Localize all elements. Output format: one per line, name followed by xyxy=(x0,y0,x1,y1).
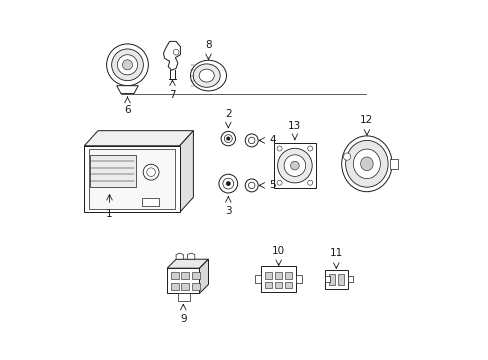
Polygon shape xyxy=(254,275,261,283)
FancyBboxPatch shape xyxy=(192,283,200,290)
Polygon shape xyxy=(117,86,138,94)
FancyBboxPatch shape xyxy=(142,198,159,206)
Polygon shape xyxy=(163,41,180,70)
Text: 4: 4 xyxy=(268,135,275,145)
Text: 6: 6 xyxy=(124,105,131,116)
Circle shape xyxy=(226,137,230,140)
Ellipse shape xyxy=(199,69,214,82)
Text: 8: 8 xyxy=(205,40,211,50)
Text: 10: 10 xyxy=(272,246,285,256)
FancyBboxPatch shape xyxy=(264,272,272,279)
Ellipse shape xyxy=(360,157,372,171)
FancyBboxPatch shape xyxy=(181,272,189,279)
FancyBboxPatch shape xyxy=(285,282,292,288)
Circle shape xyxy=(284,155,305,176)
FancyBboxPatch shape xyxy=(275,282,282,288)
FancyBboxPatch shape xyxy=(181,283,189,290)
FancyBboxPatch shape xyxy=(347,276,352,282)
Ellipse shape xyxy=(190,60,226,91)
Circle shape xyxy=(277,180,282,185)
Circle shape xyxy=(219,174,237,193)
Circle shape xyxy=(244,134,258,147)
Circle shape xyxy=(143,164,159,180)
Polygon shape xyxy=(176,253,183,259)
FancyBboxPatch shape xyxy=(389,159,397,169)
Text: 9: 9 xyxy=(180,314,186,324)
Text: 12: 12 xyxy=(360,115,373,125)
Text: 11: 11 xyxy=(329,248,342,258)
Circle shape xyxy=(117,55,137,75)
Polygon shape xyxy=(274,143,315,188)
Polygon shape xyxy=(179,131,193,212)
Polygon shape xyxy=(84,146,179,212)
Polygon shape xyxy=(187,253,194,259)
Circle shape xyxy=(225,181,230,186)
Text: 2: 2 xyxy=(224,109,231,119)
Polygon shape xyxy=(84,131,193,146)
Polygon shape xyxy=(167,268,199,293)
Text: 1: 1 xyxy=(106,209,113,219)
Text: 5: 5 xyxy=(268,180,275,190)
Text: 3: 3 xyxy=(224,206,231,216)
FancyBboxPatch shape xyxy=(324,270,347,289)
FancyBboxPatch shape xyxy=(285,272,292,279)
Circle shape xyxy=(343,153,350,160)
Circle shape xyxy=(290,161,299,170)
Polygon shape xyxy=(199,259,208,293)
Circle shape xyxy=(106,44,148,86)
Polygon shape xyxy=(88,149,175,209)
Circle shape xyxy=(307,180,312,185)
FancyBboxPatch shape xyxy=(275,272,282,279)
Circle shape xyxy=(244,179,258,192)
FancyBboxPatch shape xyxy=(264,282,272,288)
Ellipse shape xyxy=(353,149,380,179)
FancyBboxPatch shape xyxy=(178,293,190,301)
FancyBboxPatch shape xyxy=(192,272,200,279)
FancyBboxPatch shape xyxy=(261,266,295,292)
Circle shape xyxy=(277,146,282,151)
FancyBboxPatch shape xyxy=(337,274,343,285)
Circle shape xyxy=(221,131,235,146)
Polygon shape xyxy=(167,259,208,268)
Ellipse shape xyxy=(341,136,391,192)
FancyBboxPatch shape xyxy=(328,274,334,285)
Ellipse shape xyxy=(193,64,220,87)
Ellipse shape xyxy=(345,140,387,187)
Circle shape xyxy=(307,146,312,151)
FancyBboxPatch shape xyxy=(170,272,178,279)
FancyBboxPatch shape xyxy=(170,283,178,290)
Text: 7: 7 xyxy=(169,90,176,100)
Circle shape xyxy=(277,148,311,183)
Circle shape xyxy=(111,49,143,81)
Circle shape xyxy=(122,60,132,70)
Text: 13: 13 xyxy=(288,121,301,131)
Circle shape xyxy=(173,49,179,55)
Polygon shape xyxy=(295,275,302,283)
FancyBboxPatch shape xyxy=(324,276,329,282)
Polygon shape xyxy=(90,155,135,187)
